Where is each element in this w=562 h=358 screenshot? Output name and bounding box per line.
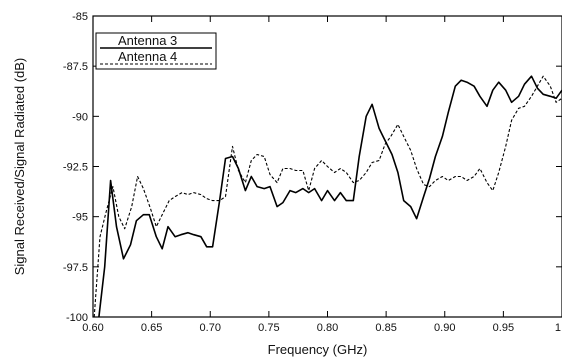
x-tick-label: 0.60 [82,322,103,334]
x-tick-label: 0.80 [317,322,338,334]
legend: Antenna 3 Antenna 4 [95,32,217,70]
x-axis-label: Frequency (GHz) [268,342,368,357]
x-tick-label: 0.65 [141,322,162,334]
x-tick-label: 0.90 [434,322,455,334]
legend-entry-antenna-4: Antenna 4 [118,49,177,64]
legend-box [95,32,217,70]
y-tick-label: -100 [66,312,88,324]
series-line-antenna-4 [93,75,562,318]
legend-entry-antenna-3: Antenna 3 [118,33,177,48]
series-line-antenna-3 [98,75,562,318]
y-tick-label: -85 [72,11,88,23]
x-tick-label: 0.70 [200,322,221,334]
y-tick-label: -90 [72,111,88,123]
series-layer [93,75,562,318]
y-tick-label: -87.5 [63,61,88,73]
y-tick-label: -92.5 [63,162,88,174]
x-tick-label: 0.85 [375,322,396,334]
x-tick-label: 0.75 [258,322,279,334]
x-tick-label: 0.95 [493,322,514,334]
x-tick-label: 1 [555,322,561,334]
y-tick-label: -95 [72,212,88,224]
ticks-layer: -100 -97.5 -95 -92.5 -90 -87.5 -85 0.60 0.65 0.70… [63,11,562,334]
y-tick-label: -97.5 [63,262,88,274]
y-axis-label: Signal Received/Signal Radiated (dB) [12,58,27,276]
